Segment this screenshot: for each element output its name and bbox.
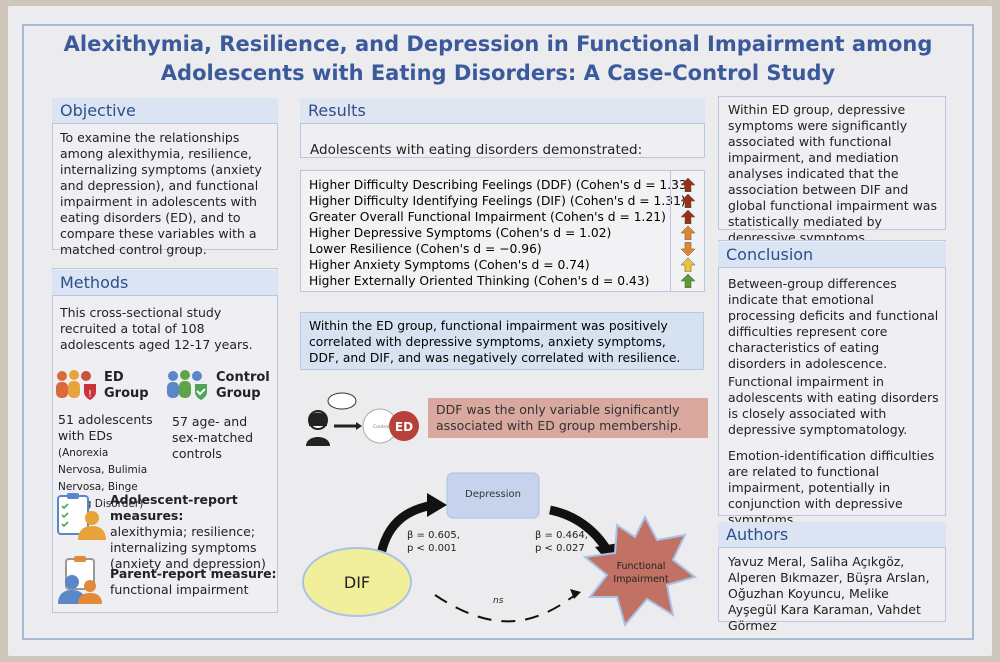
findings-lines: Higher Difficulty Describing Feelings (D… [309,177,692,289]
svg-text:!: ! [88,389,92,400]
effect-arrows [670,171,704,291]
finding-item: Higher Anxiety Symptoms (Cohen's d = 0.7… [309,258,590,272]
conclusion-p2: Functional impairment in adolescents wit… [728,374,939,437]
arrow-up-icon [681,274,695,288]
ed-membership-illustration: Controls ED [306,392,419,446]
functional-label: Functional [617,561,666,572]
finding-item: Higher Externally Oriented Thinking (Coh… [309,274,650,288]
depression-label: Depression [465,489,521,500]
correlation-note: Within the ED group, functional impairme… [300,312,704,370]
adolescent-report-text: alexithymia; resilience; internalizing s… [110,524,266,571]
adolescent-report-measures: Adolescent-report measures: alexithymia; … [110,492,280,572]
depression-node [446,472,540,519]
parent-report-icon [58,556,102,604]
poster-frame [22,24,974,640]
conclusion-p3: Emotion-identification difficulties are … [728,448,935,527]
objective-text: To examine the relationships among alexi… [60,130,262,257]
venn-ed-label: ED [395,420,413,434]
methods-intro: This cross-sectional study recruited a t… [60,305,253,352]
path-b-beta: β = 0.464, [535,530,588,541]
mediation-text-box [718,96,946,230]
direct-path-arrow [434,594,576,623]
control-group-icon [167,370,207,400]
ddf-note: DDF was the only variable significantly … [428,398,708,438]
parent-report-label: Parent-report measure: [110,566,277,581]
venn-controls-label: Controls [373,424,392,430]
arrow-up-icon [681,258,695,272]
ed-group-icon: ! [56,370,96,400]
conclusion-section [718,240,946,516]
dif-label: DIF [344,573,370,592]
results-heading: Results [300,98,705,124]
direct-path-ns: ns [493,596,504,606]
findings-list: Higher Difficulty Describing Feelings (D… [300,170,705,292]
adolescent-report-label: Adolescent-report measures: [110,492,238,523]
ed-group-count: 51 adolescents with EDs [58,412,153,443]
impairment-label: Impairment [613,574,668,585]
path-b-p: p < 0.027 [535,543,585,554]
arrow-up-icon [681,178,695,192]
authors-text: Yavuz Meral, Saliha Açıkgöz, Alperen Bık… [728,554,930,633]
finding-item: Higher Depressive Symptoms (Cohen's d = … [309,226,612,240]
path-b-arrow [548,505,611,553]
arrow-up-icon [681,210,695,224]
authors-heading: Authors [718,522,946,548]
ed-group-label: ED Group [104,370,149,401]
control-group-label: Control Group [216,370,270,401]
finding-item: Lower Resilience (Cohen's d = −0.96) [309,242,542,256]
objective-heading: Objective [52,98,278,124]
methods-section [52,268,278,613]
parent-report-measure: Parent-report measure: functional impairm… [110,566,280,598]
finding-item: Higher Difficulty Describing Feelings (D… [309,178,692,192]
parent-report-text: functional impairment [110,582,249,597]
arrow-up-icon [681,226,695,240]
path-a-arrow [375,500,434,561]
results-subheading: Adolescents with eating disorders demons… [310,142,643,158]
finding-item: Greater Overall Functional Impairment (C… [309,210,666,224]
conclusion-heading: Conclusion [718,242,946,268]
poster-title: Alexithymia, Resilience, and Depression … [63,32,933,85]
mediation-text: Within ED group, depressive symptoms wer… [728,102,937,245]
dif-node [302,547,412,617]
mediation-diagram: Depression DIF Functional Impairment β =… [302,472,698,628]
arrow-down-icon [681,242,695,256]
methods-heading: Methods [52,270,278,296]
adolescent-report-icon [57,493,106,540]
path-a-p: p < 0.001 [407,543,457,554]
conclusion-p1: Between-group differences indicate that … [728,276,939,371]
finding-item: Higher Difficulty Identifying Feelings (… [309,194,686,208]
control-group-desc: 57 age- and sex-matched controls [172,414,254,461]
arrow-up-icon [681,194,695,208]
path-a-beta: β = 0.605, [407,530,460,541]
functional-impairment-node [582,514,698,628]
